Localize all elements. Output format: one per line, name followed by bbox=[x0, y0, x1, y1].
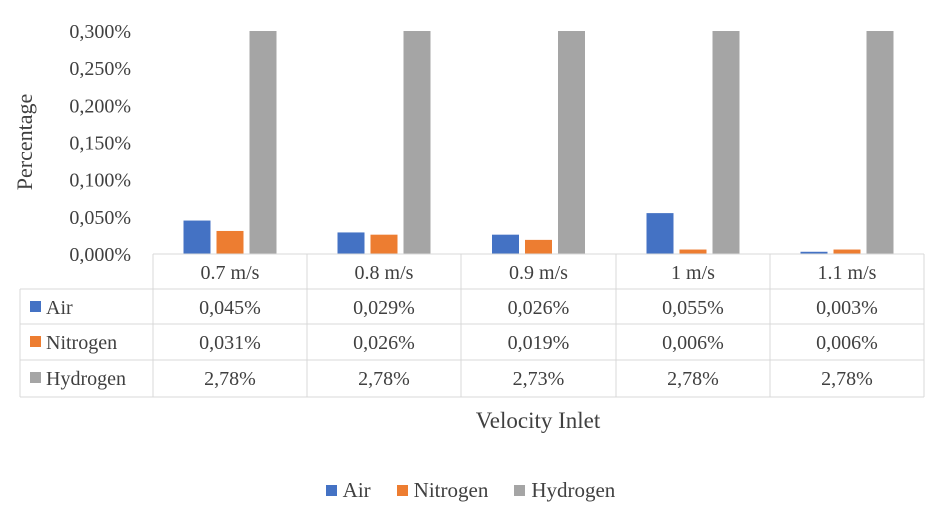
legend-swatch bbox=[325, 485, 337, 496]
category-label: 0.7 m/s bbox=[201, 262, 260, 284]
table-cell-value: 2,73% bbox=[513, 368, 565, 390]
bar-hydrogen bbox=[558, 31, 585, 254]
bar-air bbox=[337, 232, 365, 254]
bar-hydrogen bbox=[249, 31, 277, 254]
bars bbox=[183, 31, 894, 254]
legend-label: Hydrogen bbox=[531, 478, 616, 502]
bar-hydrogen bbox=[403, 31, 431, 254]
table-cell-value: 0,031% bbox=[199, 332, 261, 354]
bar-nitrogen bbox=[525, 239, 552, 254]
table-series-name: Air bbox=[46, 297, 73, 319]
bar-nitrogen bbox=[216, 230, 244, 254]
category-label: 1.1 m/s bbox=[818, 262, 877, 284]
table-cell-value: 0,006% bbox=[816, 332, 878, 354]
table-cell-value: 2,78% bbox=[667, 368, 719, 390]
table-cell-value: 0,045% bbox=[199, 297, 261, 319]
table-cell-value: 2,78% bbox=[204, 368, 256, 390]
bar-nitrogen bbox=[833, 249, 861, 254]
y-tick-label: 0,300% bbox=[69, 21, 131, 43]
bar-chart: 0,000% 0,050% 0,100% 0,150% 0,200% 0,250% 0,30… bbox=[12, 21, 925, 433]
table-cell-value: 0,026% bbox=[508, 297, 570, 319]
legend-swatch bbox=[514, 485, 526, 496]
table-cell-value: 0,026% bbox=[353, 332, 415, 354]
table-cell-value: 0,029% bbox=[353, 297, 415, 319]
legend-label: Air bbox=[342, 478, 371, 502]
table-series-name: Nitrogen bbox=[46, 332, 117, 354]
bar-nitrogen bbox=[370, 234, 398, 254]
table-legend-key bbox=[30, 301, 41, 312]
bar-air bbox=[183, 220, 211, 254]
legend-label: Nitrogen bbox=[413, 478, 489, 502]
y-tick-label: 0,100% bbox=[69, 170, 131, 192]
bar-air bbox=[646, 213, 674, 254]
table-legend-key bbox=[30, 336, 41, 347]
legend: Air Nitrogen Hydrogen bbox=[0, 478, 941, 503]
table-cell-value: 2,78% bbox=[358, 368, 410, 390]
category-label: 0.9 m/s bbox=[509, 262, 568, 284]
table-cell-value: 0,055% bbox=[662, 297, 724, 319]
data-table: 0.7 m/s 0.8 m/s 0.9 m/s 1 m/s 1.1 m/s Air 0,04… bbox=[19, 253, 925, 398]
y-tick-label: 0,000% bbox=[69, 244, 131, 266]
category-label: 0.8 m/s bbox=[355, 262, 414, 284]
table-cell-value: 0,019% bbox=[508, 332, 570, 354]
y-axis-label: Percentage bbox=[12, 94, 37, 191]
legend-item-air: Air bbox=[325, 478, 371, 503]
x-axis-label: Velocity Inlet bbox=[476, 408, 601, 433]
bar-air bbox=[492, 234, 519, 254]
y-tick-label: 0,250% bbox=[69, 58, 131, 80]
table-cell-value: 0,006% bbox=[662, 332, 724, 354]
table-legend-key bbox=[30, 372, 41, 383]
bar-hydrogen bbox=[866, 31, 894, 254]
bar-hydrogen bbox=[712, 31, 740, 254]
category-label: 1 m/s bbox=[671, 262, 715, 284]
table-cell-value: 2,78% bbox=[821, 368, 873, 390]
y-axis-ticks: 0,000% 0,050% 0,100% 0,150% 0,200% 0,250% 0,30… bbox=[69, 21, 131, 266]
table-series-name: Hydrogen bbox=[46, 368, 126, 390]
y-tick-label: 0,200% bbox=[69, 95, 131, 117]
bar-air bbox=[800, 251, 828, 254]
bar-nitrogen bbox=[679, 249, 707, 254]
legend-item-hydrogen: Hydrogen bbox=[514, 478, 615, 503]
legend-item-nitrogen: Nitrogen bbox=[396, 478, 489, 503]
table-cell-value: 0,003% bbox=[816, 297, 878, 319]
legend-swatch bbox=[396, 485, 408, 496]
y-tick-label: 0,050% bbox=[69, 207, 131, 229]
y-tick-label: 0,150% bbox=[69, 133, 131, 155]
